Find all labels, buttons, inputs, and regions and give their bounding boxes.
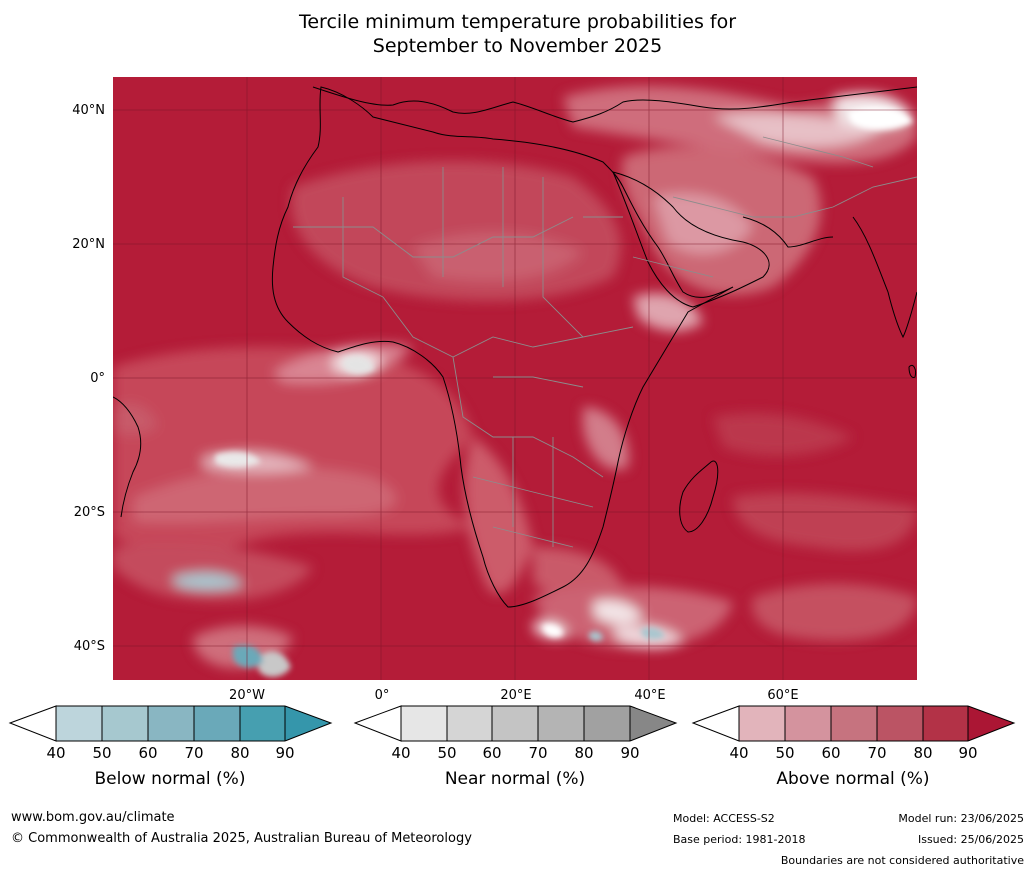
below-tick-70: 70: [184, 744, 204, 762]
below-swatch-70: [194, 706, 240, 741]
lon-label-60e: 60°E: [767, 688, 799, 703]
probability-extremes: [215, 106, 913, 678]
legend-colorbars: [8, 705, 1016, 742]
near-arrow-high: [630, 706, 676, 741]
coastlines: [113, 86, 917, 608]
above-tick-60: 60: [821, 744, 841, 762]
lat-label-20s: 20°S: [73, 505, 105, 520]
above-swatch-60: [831, 706, 877, 741]
above-tick-40: 40: [729, 744, 749, 762]
lat-label-20n: 20°N: [72, 237, 105, 252]
above-tick-90: 90: [958, 744, 978, 762]
below-tick-60: 60: [138, 744, 158, 762]
above-swatch-70: [877, 706, 923, 741]
near-tick-90: 90: [620, 744, 640, 762]
map-svg: [113, 77, 917, 680]
below-swatch-40: [56, 706, 102, 741]
below-tick-40: 40: [46, 744, 66, 762]
below-swatch-80: [240, 706, 285, 741]
lat-label-40s: 40°S: [73, 639, 105, 654]
below-arrow-low: [8, 705, 57, 742]
below-swatch-50: [102, 706, 148, 741]
copyright-text: © Commonwealth of Australia 2025, Austra…: [11, 831, 472, 846]
title-line-1: Tercile minimum temperature probabilitie…: [298, 11, 737, 33]
model-text: Model: ACCESS-S2: [673, 812, 775, 825]
near-swatch-40: [401, 706, 447, 741]
chart-title: Tercile minimum temperature probabilitie…: [0, 10, 1035, 58]
legend-label-below: Below normal (%): [94, 769, 246, 789]
near-arrow-low: [353, 705, 402, 742]
title-line-2: September to November 2025: [372, 35, 663, 57]
lon-label-20e: 20°E: [500, 688, 532, 703]
disclaimer-text: Boundaries are not considered authoritat…: [780, 854, 1024, 867]
below-tick-80: 80: [230, 744, 250, 762]
lat-label-0: 0°: [90, 371, 105, 386]
legend-above-normal: [691, 705, 1016, 742]
near-tick-70: 70: [528, 744, 548, 762]
probability-shading: [113, 86, 917, 669]
legend-label-near: Near normal (%): [444, 769, 586, 789]
probability-map[interactable]: [113, 77, 917, 680]
issued-text: Issued: 25/06/2025: [917, 833, 1024, 846]
below-tick-50: 50: [92, 744, 112, 762]
below-swatch-60: [148, 706, 194, 741]
above-arrow-low: [691, 705, 740, 742]
country-borders: [293, 136, 917, 548]
above-swatch-80: [923, 706, 968, 741]
website-link[interactable]: www.bom.gov.au/climate: [11, 810, 175, 825]
above-swatch-40: [739, 706, 785, 741]
lon-label-0: 0°: [374, 688, 390, 703]
near-swatch-50: [447, 706, 492, 741]
above-tick-80: 80: [913, 744, 933, 762]
lat-label-40n: 40°N: [72, 103, 105, 118]
legend-below-normal: [8, 705, 333, 742]
model-run-text: Model run: 23/06/2025: [898, 812, 1024, 825]
above-arrow-high: [968, 706, 1014, 741]
above-swatch-50: [785, 706, 831, 741]
legend-label-above: Above normal (%): [776, 769, 930, 789]
near-tick-40: 40: [391, 744, 411, 762]
below-arrow-high: [285, 706, 331, 741]
below-tick-90: 90: [275, 744, 295, 762]
near-swatch-70: [538, 706, 584, 741]
base-period-text: Base period: 1981-2018: [673, 833, 806, 846]
above-tick-70: 70: [867, 744, 887, 762]
near-swatch-60: [492, 706, 538, 741]
lon-label-20w: 20°W: [229, 688, 265, 703]
graticule: [113, 77, 917, 680]
lon-label-40e: 40°E: [634, 688, 666, 703]
near-tick-50: 50: [437, 744, 457, 762]
above-tick-50: 50: [775, 744, 795, 762]
near-swatch-80: [584, 706, 630, 741]
near-tick-80: 80: [574, 744, 594, 762]
near-tick-60: 60: [482, 744, 502, 762]
legend-near-normal: [353, 705, 678, 742]
